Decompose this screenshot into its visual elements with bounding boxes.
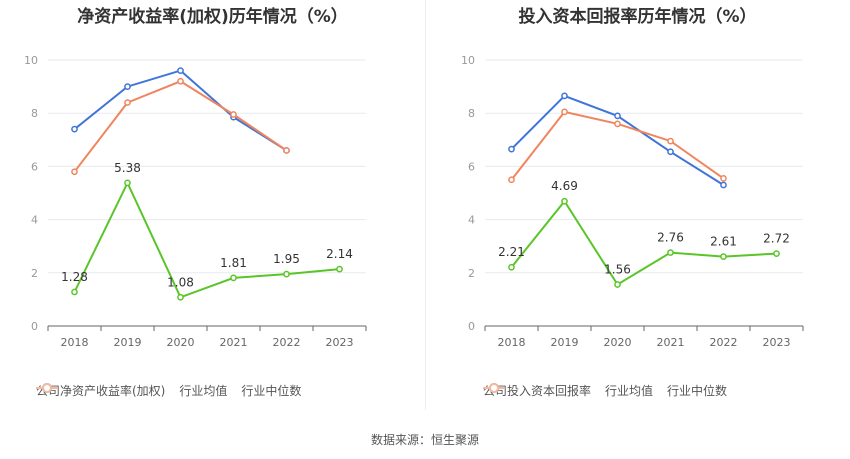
y-tick-label-roic: 4 [468, 214, 475, 227]
data-label-company-roe: 1.81 [220, 256, 247, 270]
y-tick-label-roe: 6 [31, 160, 38, 173]
x-tick-label-roic: 2019 [551, 336, 579, 349]
data-label-company-roic: 4.69 [551, 179, 578, 193]
legend-label-median-roic: 行业中位数 [667, 384, 728, 398]
data-point-industry-median-roe [177, 77, 184, 85]
data-point-company-roic [561, 197, 568, 205]
y-tick-label-roe: 10 [24, 54, 38, 67]
x-tick-label-roe: 2022 [273, 336, 301, 349]
data-label-company-roic: 1.56 [604, 263, 631, 277]
legend-item-median-roe[interactable]: 行业中位数 [36, 382, 302, 399]
data-point-industry-avg-roic [561, 92, 568, 100]
data-label-company-roic: 2.76 [657, 231, 684, 245]
y-tick-label-roe: 2 [31, 267, 38, 280]
legend-label-median-roe: 行业中位数 [241, 384, 302, 398]
series-line-industry-median-roe [73, 80, 288, 173]
chart-title-roic: 投入资本回报率历年情况（%） [518, 7, 757, 27]
data-point-company-roic [614, 281, 621, 288]
y-tick-label-roic: 0 [468, 320, 475, 333]
legend-swatch-median [36, 383, 58, 393]
data-label-company-roic: 2.21 [498, 245, 525, 259]
data-point-industry-avg-roe [71, 125, 78, 133]
data-source: 数据来源：恒生聚源 [370, 433, 479, 447]
legend-label-company-roe: 公司净资产收益率(加权) [36, 384, 166, 398]
data-point-company-roe [124, 179, 131, 187]
data-point-industry-avg-roic [667, 148, 674, 156]
x-tick-label-roe: 2021 [220, 336, 248, 349]
series-line-company-roe [73, 180, 340, 299]
data-point-industry-median-roe [71, 168, 78, 176]
data-point-industry-avg-roic [614, 112, 621, 120]
x-tick-label-roic: 2021 [657, 336, 685, 349]
data-point-company-roe [230, 274, 237, 282]
y-tick-label-roe: 4 [31, 214, 38, 227]
data-label-company-roe: 5.38 [114, 161, 141, 175]
data-label-company-roe: 1.28 [61, 270, 88, 284]
x-tick-label-roe: 2019 [114, 336, 142, 349]
legend-roic: 公司投入资本回报率 行业均值 行业中位数 [483, 382, 741, 399]
data-point-company-roe [71, 288, 78, 296]
data-point-company-roe [336, 265, 343, 273]
x-tick-label-roic: 2022 [710, 336, 738, 349]
legend-label-avg-roe: 行业均值 [179, 384, 228, 398]
chart-title-roe: 净资产收益率(加权)历年情况（%） [77, 7, 348, 27]
data-point-industry-median-roic [561, 108, 568, 116]
legend-roe: 公司净资产收益率(加权) 行业均值 行业中位数 [36, 382, 315, 399]
x-tick-label-roe: 2023 [326, 336, 354, 349]
data-point-industry-avg-roic [720, 181, 727, 189]
data-point-industry-median-roic [720, 175, 727, 182]
y-tick-label-roic: 8 [468, 107, 475, 120]
data-label-company-roic: 2.61 [710, 235, 737, 249]
x-tick-label-roic: 2018 [498, 336, 526, 349]
data-point-industry-median-roic [667, 137, 674, 145]
legend-item-avg-roe[interactable]: 行业均值 [36, 382, 228, 399]
legend-item-median-roic[interactable]: 行业中位数 [483, 382, 728, 399]
data-point-industry-avg-roe [124, 83, 131, 90]
x-tick-label-roe: 2020 [167, 336, 195, 349]
data-point-company-roic [508, 263, 515, 271]
data-label-company-roe: 1.95 [273, 252, 300, 266]
data-label-company-roe: 1.08 [167, 275, 194, 289]
data-point-company-roic [720, 253, 727, 260]
legend-item-avg-roic[interactable]: 行业均值 [483, 382, 654, 399]
series-line-company-roic [510, 199, 777, 286]
data-point-industry-avg-roe [177, 67, 184, 74]
data-point-company-roic [667, 249, 674, 256]
x-tick-label-roe: 2018 [61, 336, 89, 349]
y-tick-label-roe: 8 [31, 107, 38, 120]
data-point-industry-median-roe [230, 111, 237, 118]
y-tick-label-roic: 6 [468, 160, 475, 173]
legend-label-company-roic: 公司投入资本回报率 [483, 384, 592, 398]
data-label-company-roic: 2.72 [763, 232, 790, 246]
y-tick-label-roe: 0 [31, 320, 38, 333]
panel-divider [425, 0, 426, 410]
y-tick-label-roic: 10 [461, 54, 475, 67]
data-point-industry-median-roic [614, 120, 621, 128]
data-point-company-roe [177, 293, 184, 301]
data-point-industry-median-roic [508, 176, 515, 184]
data-point-industry-median-roe [124, 99, 131, 106]
data-point-industry-median-roe [283, 147, 290, 154]
legend-swatch-median [483, 383, 505, 393]
data-point-company-roic [773, 250, 780, 257]
y-tick-label-roic: 2 [468, 267, 475, 280]
x-tick-label-roic: 2020 [604, 336, 632, 349]
x-tick-label-roic: 2023 [763, 336, 791, 349]
data-label-company-roe: 2.14 [326, 247, 353, 261]
legend-label-avg-roic: 行业均值 [605, 384, 654, 398]
data-point-company-roe [283, 270, 290, 278]
data-point-industry-avg-roic [508, 145, 515, 153]
